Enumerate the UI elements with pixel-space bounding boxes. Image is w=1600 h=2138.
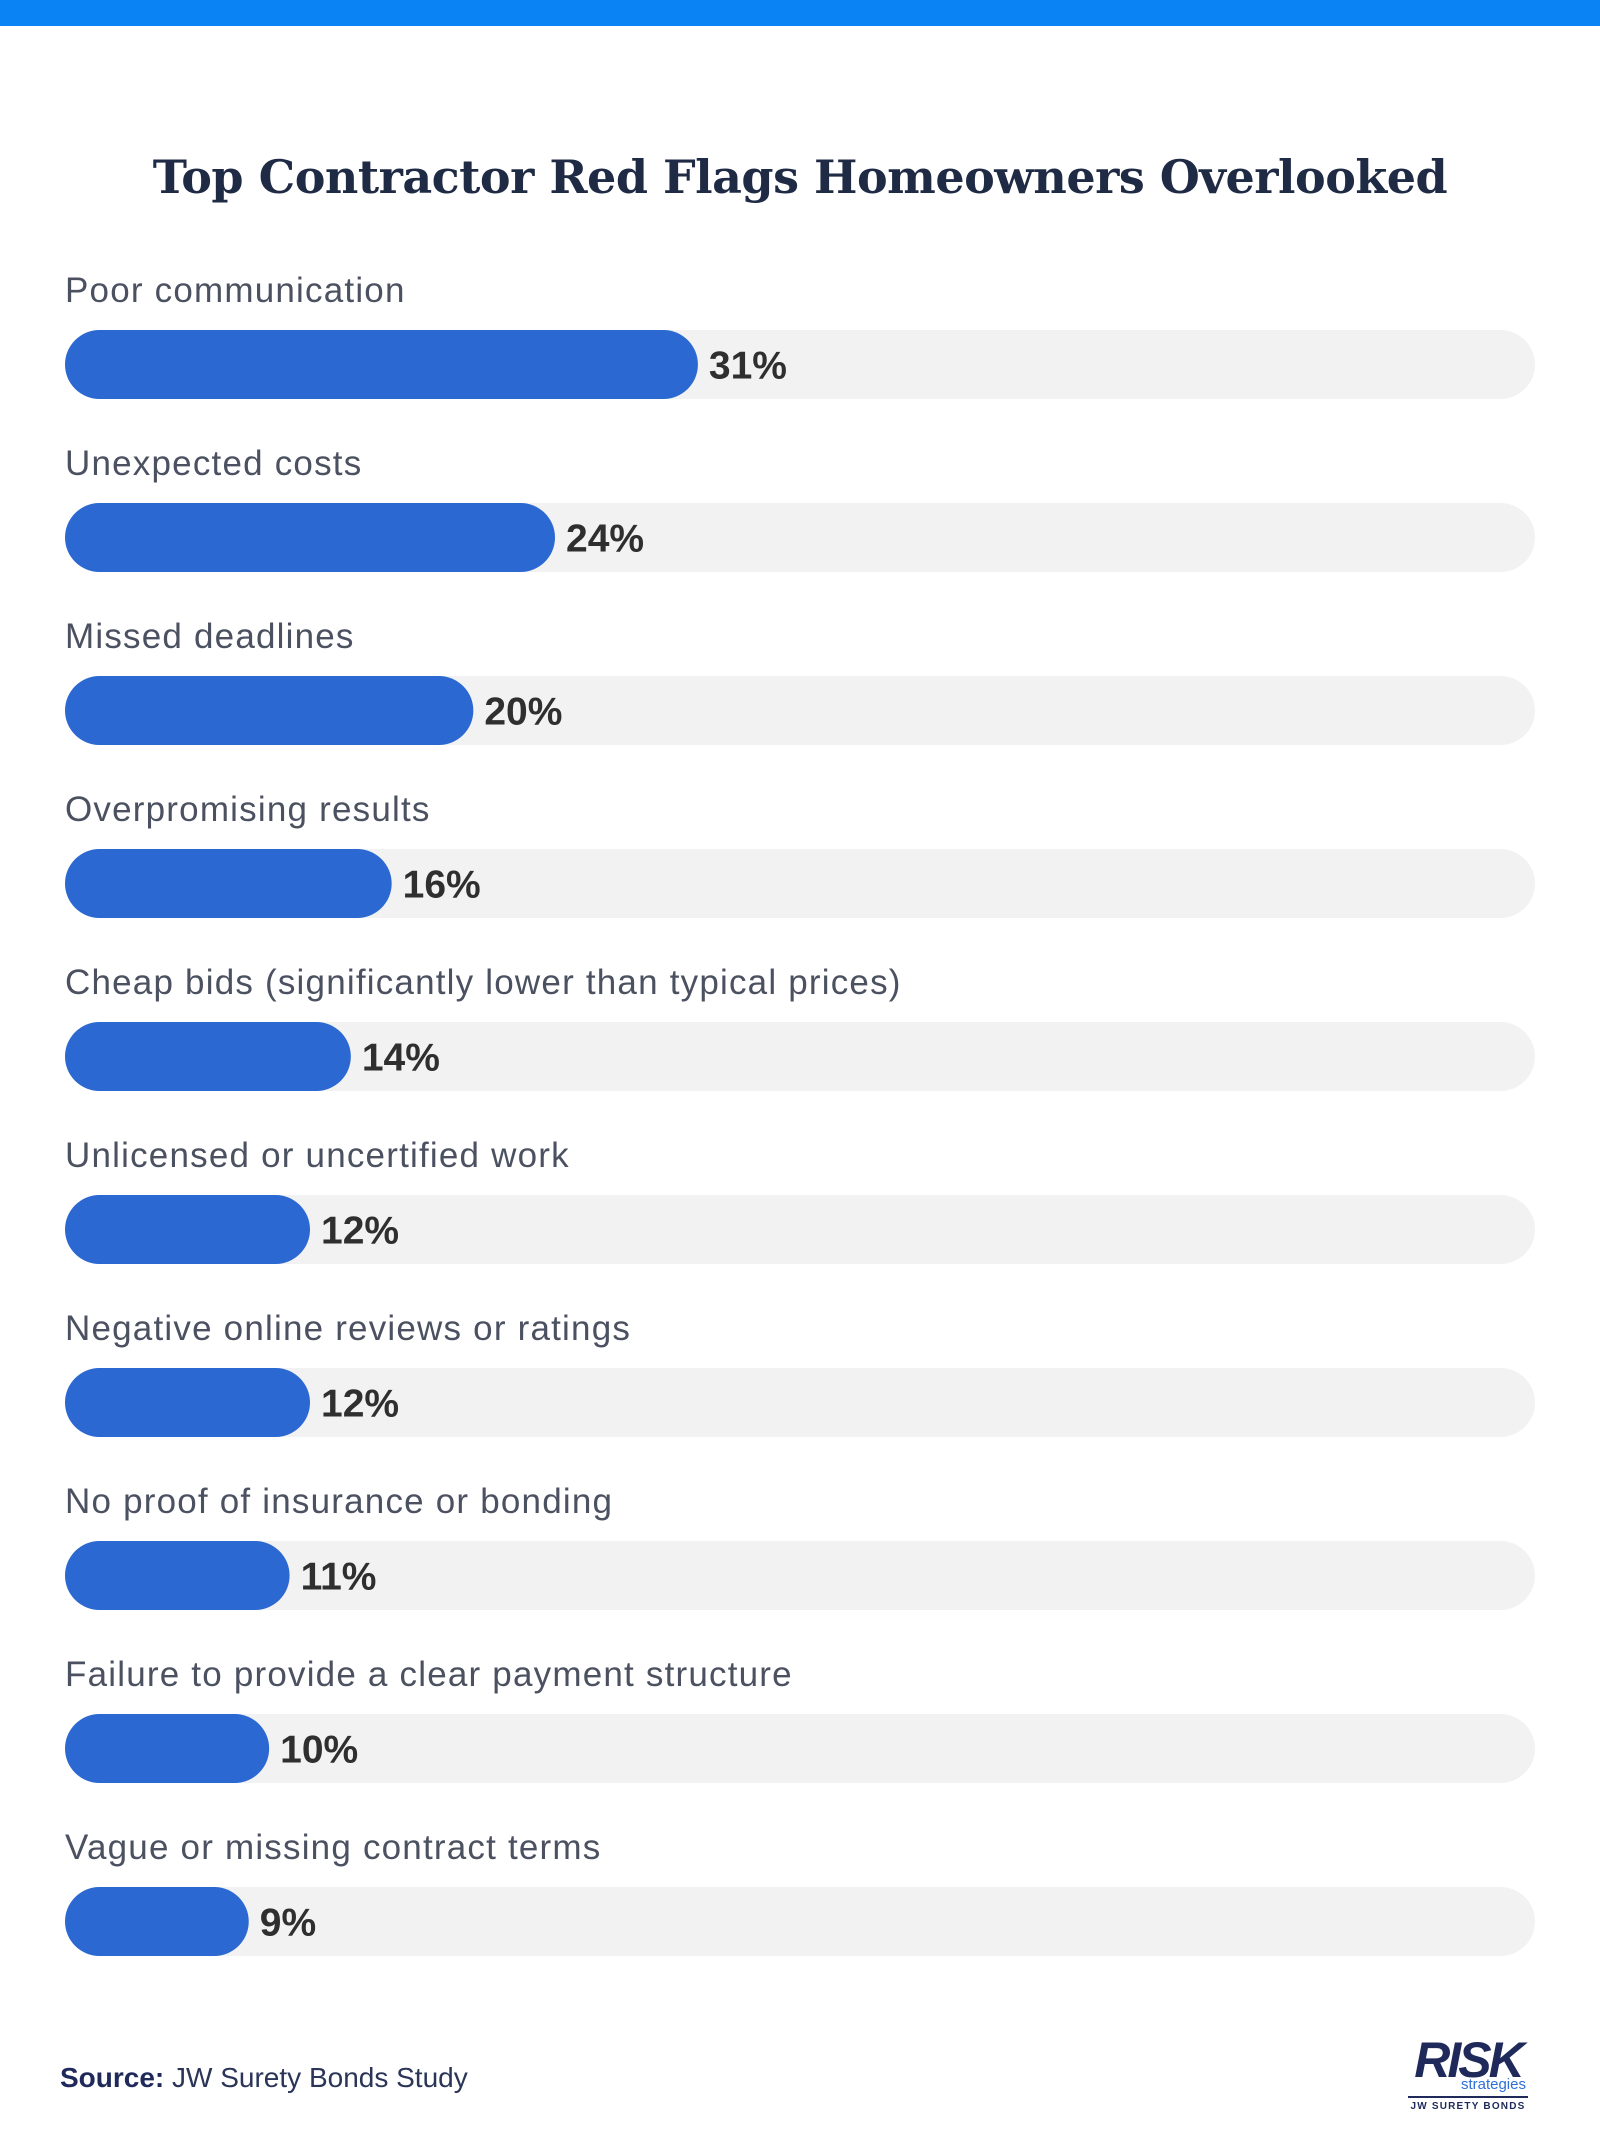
bar-track: [65, 1541, 1535, 1610]
bar: [65, 330, 698, 399]
bar: [65, 1887, 249, 1956]
bar: [65, 1195, 310, 1264]
bar-track: [65, 849, 1535, 918]
bar: [65, 503, 555, 572]
category-label: Failure to provide a clear payment struc…: [65, 1655, 793, 1694]
bar-track: [65, 1195, 1535, 1264]
category-label: No proof of insurance or bonding: [65, 1482, 613, 1521]
logo-sub-text: strategies: [1460, 2076, 1526, 2093]
category-label: Negative online reviews or ratings: [65, 1309, 631, 1348]
bar: [65, 676, 474, 745]
bar: [65, 849, 392, 918]
category-label: Missed deadlines: [65, 617, 355, 656]
category-label: Unlicensed or uncertified work: [65, 1136, 570, 1175]
bar: [65, 1022, 351, 1091]
data-label: 14%: [362, 1037, 440, 1080]
data-label: 20%: [484, 691, 562, 734]
data-label: 16%: [403, 864, 481, 907]
chart-title: Top Contractor Red Flags Homeowners Over…: [152, 150, 1448, 204]
data-label: 24%: [566, 518, 644, 561]
bar: [65, 1541, 290, 1610]
risk-strategies-logo: RISK strategies JW SURETY BONDS: [1402, 2032, 1534, 2120]
bar-track: [65, 1714, 1535, 1783]
source-note: Source: JW Surety Bonds Study: [60, 2062, 468, 2094]
data-label: 12%: [321, 1210, 399, 1253]
data-label: 10%: [280, 1729, 358, 1772]
category-label: Unexpected costs: [65, 444, 362, 483]
logo-divider: [1408, 2096, 1528, 2098]
category-label: Poor communication: [65, 271, 406, 310]
top-accent-bar: [0, 0, 1600, 26]
bar-track: [65, 1887, 1535, 1956]
data-label: 31%: [709, 345, 787, 388]
category-label: Overpromising results: [65, 790, 431, 829]
category-label: Cheap bids (significantly lower than typ…: [65, 963, 902, 1002]
bar-track: [65, 1368, 1535, 1437]
source-text: JW Surety Bonds Study: [164, 2062, 468, 2093]
data-label: 11%: [301, 1556, 377, 1599]
logo-tagline: JW SURETY BONDS: [1410, 2101, 1526, 2112]
bar: [65, 1714, 270, 1783]
bar-track: [65, 1022, 1535, 1091]
source-label: Source:: [60, 2062, 165, 2093]
logo-main-text: RISK: [1414, 2032, 1524, 2088]
data-label: 12%: [321, 1383, 399, 1426]
category-label: Vague or missing contract terms: [65, 1828, 601, 1867]
data-label: 9%: [260, 1902, 316, 1945]
bar: [65, 1368, 310, 1437]
